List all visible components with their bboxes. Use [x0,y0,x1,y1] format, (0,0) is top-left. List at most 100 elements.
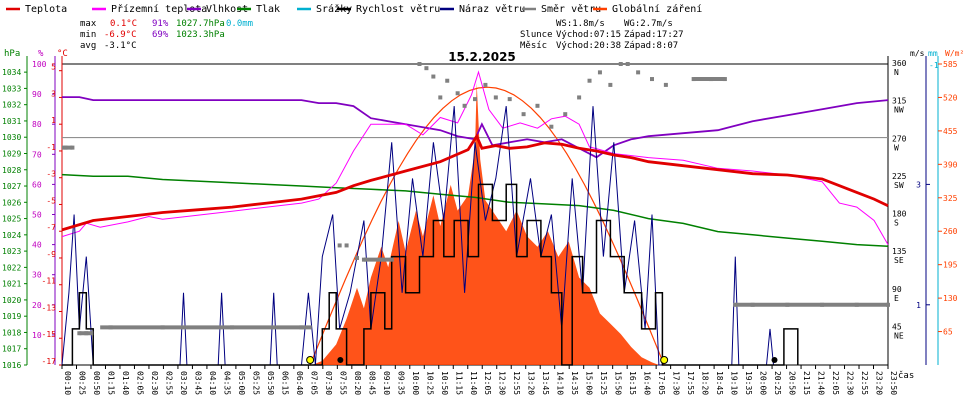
wind-gust-info: WG:2.7m/s [624,19,673,29]
wind-direction-point [337,243,342,248]
wind-direction-point [597,70,602,75]
direction-tick-label: 360 [892,59,907,68]
pressure-tick-label: 1026 [2,198,21,207]
x-tick-label: 07:55 [338,371,347,395]
sunset-info: Západ:17:27 [624,30,684,40]
wind-tick-label: 3 [916,180,921,189]
x-tick-label: 01:40 [121,371,130,395]
stat-max-temp: 0.1°C [110,19,137,29]
stat-max-rain: 0.0mm [226,19,253,29]
direction-tick-label: 45 [892,322,902,331]
radiation-tick-label: 455 [943,127,958,136]
x-tick-label: 21:40 [817,371,826,395]
x-tick-label: 11:40 [469,371,478,395]
wind-direction-point [663,82,668,87]
x-tick-label: 17:05 [657,371,666,395]
radiation-tick-label: 195 [943,261,958,270]
wind-direction-point [417,62,422,66]
pressure-tick-label: 1024 [2,231,21,240]
radiation-tick-label: 65 [943,328,953,337]
humidity-tick-label: 90 [32,90,42,99]
pressure-tick-label: 1033 [2,84,21,93]
pressure-line [61,173,889,247]
direction-name-label: S [894,219,899,228]
x-tick-label: 21:15 [802,371,811,395]
x-tick-label: 04:35 [222,371,231,395]
temperature-tick-label: -13 [42,303,57,312]
humidity-tick-label: 60 [32,180,42,189]
x-tick-label: 06:40 [295,371,304,395]
wind-direction-point [483,82,488,87]
x-tick-label: 14:10 [556,371,565,395]
x-tick-label: 00:25 [77,371,86,395]
x-tick-label: 15:50 [614,371,623,395]
x-tick-label: 15:00 [585,371,594,395]
temperature-tick-label: -11 [42,277,57,286]
pressure-tick-label: 1027 [2,182,21,191]
temperature-tick-label: 1 [51,116,56,125]
wind-direction-point [507,97,512,102]
legend-label: Srážky [316,3,352,15]
sunrise-info: Východ:07:15 [556,30,621,40]
temperature-tick-label: -5 [46,196,56,205]
direction-name-label: SE [894,256,904,265]
wind-direction-point [636,70,641,75]
wind-direction-point [650,77,654,82]
wind-direction-point [563,112,568,117]
x-tick-label: 02:30 [150,371,159,395]
wind-direction-point [549,124,554,129]
pressure-tick-label: 1023 [2,247,21,256]
x-tick-label: 08:45 [367,371,376,395]
pressure-tick-label: 1019 [2,312,21,321]
x-tick-label: 18:20 [701,371,710,395]
x-tick-label: 14:35 [570,371,579,395]
wind-direction-point [493,95,498,100]
sun-label: Slunce [520,30,553,40]
humidity-tick-label: 10 [32,331,42,340]
legend-label: Globální záření [612,3,702,15]
radiation-tick-label: 130 [943,294,958,303]
wind-direction-point [618,62,623,66]
temperature-line [61,133,889,232]
humidity-tick-label: 40 [32,241,42,250]
wind-tick-label: 1 [916,301,921,310]
x-tick-label: 00:10 [63,371,72,395]
moon-marker-icon [771,357,778,363]
humidity-tick-label: 30 [32,271,42,280]
x-tick-label: 03:20 [179,371,188,395]
x-tick-label: 10:50 [440,371,449,395]
temperature-tick-label: -7 [46,223,56,232]
humidity-tick-label: 20 [32,301,42,310]
x-tick-label: 00:50 [92,371,101,395]
x-tick-label: 16:40 [643,371,652,395]
x-tick-label: 22:30 [846,371,855,395]
wind-direction-point [355,255,359,260]
legend-label: Náraz větru [459,3,525,15]
wind-speed-info: WS:1.8m/s [556,19,605,29]
x-tick-label: 09:35 [396,371,405,395]
temperature-tick-label: -3 [46,170,56,179]
radiation-unit: W/m² [945,49,964,58]
x-tick-label: 22:05 [831,371,840,395]
moon-marker-icon [337,357,344,363]
wind-direction-point [344,243,349,248]
x-tick-label: 05:00 [237,371,246,395]
wind-direction-point [521,112,526,117]
wind-direction-point [431,74,436,79]
x-tick-label: 07:30 [324,371,333,395]
stat-avg-temp: -3.1°C [104,41,137,51]
x-tick-label: 17:55 [686,371,695,395]
x-tick-label: 18:45 [715,371,724,395]
moon-label: Měsíc [520,41,547,51]
direction-name-label: W [894,143,899,152]
stat-min-label: min [80,30,96,40]
wind-direction-point [535,103,540,108]
stat-max-pressure: 1027.7hPa [176,19,225,29]
temperature-tick-label: -9 [46,250,56,259]
x-tick-label: 05:50 [266,371,275,395]
humidity-tick-label: 100 [32,60,47,69]
x-tick-label: 03:45 [193,371,202,395]
moonrise-info: Východ:20:38 [556,41,621,51]
pressure-tick-label: 1031 [2,117,21,126]
temperature-tick-label: 3 [51,89,56,98]
